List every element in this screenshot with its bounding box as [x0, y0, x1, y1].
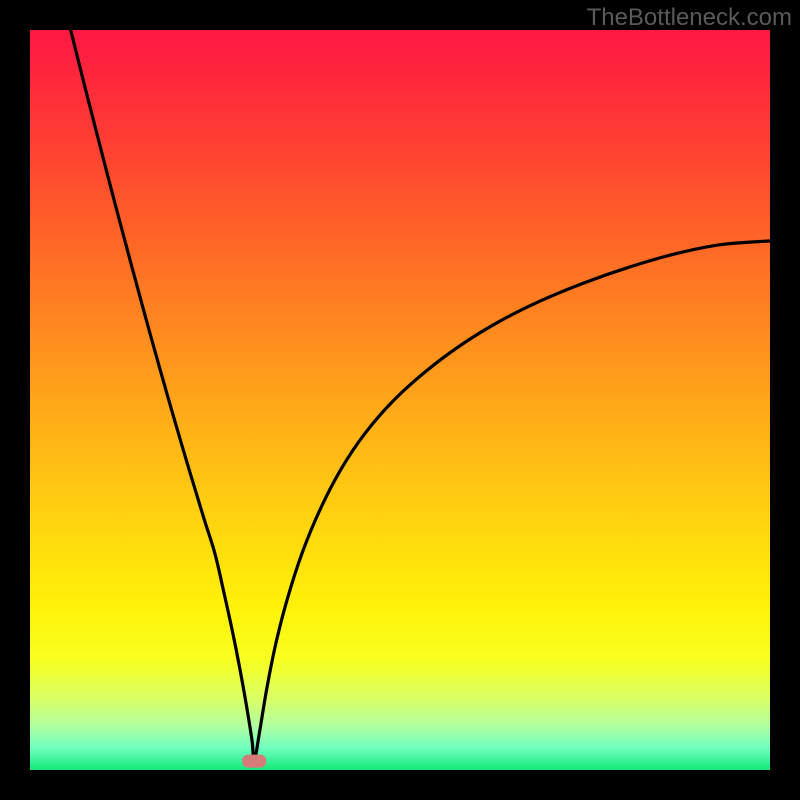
watermark-text: TheBottleneck.com [587, 4, 792, 32]
minimum-marker [242, 755, 266, 768]
chart-container: TheBottleneck.com [0, 0, 800, 800]
bottleneck-chart [0, 0, 800, 800]
plot-background [30, 30, 770, 770]
